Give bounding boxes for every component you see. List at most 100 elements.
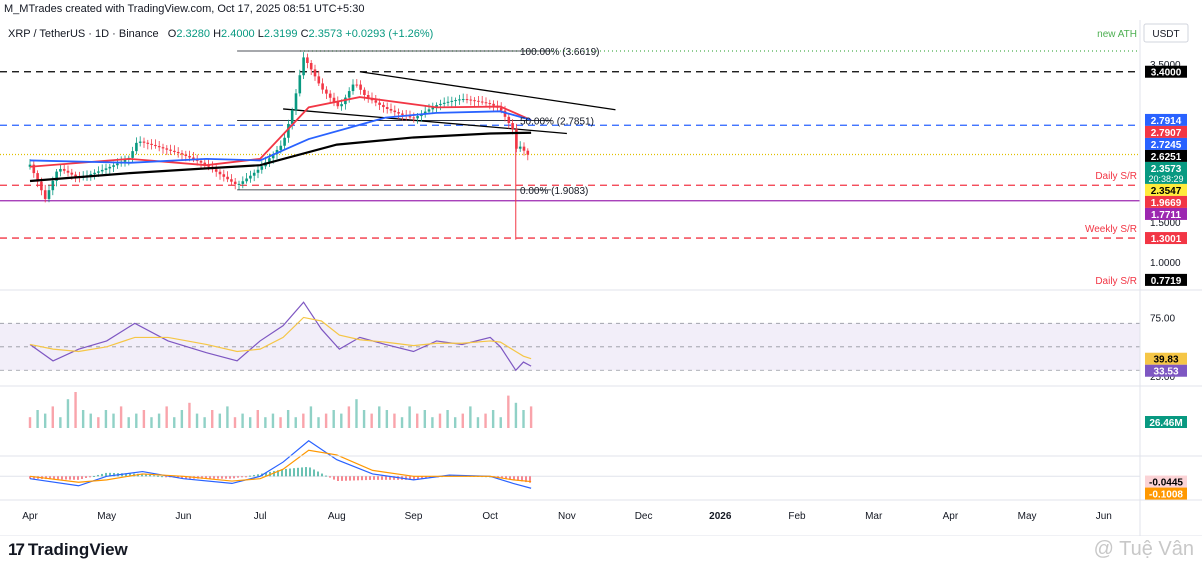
candle-body [28,164,32,167]
price-label-text: 2.6251 [1151,152,1182,163]
macd-histogram-bar [81,476,83,479]
trading-chart[interactable]: 100.00% (3.6619) 50.00% (2.7851) 0.00% (1.… [0,0,1202,536]
volume-bar [446,410,449,428]
candle-body [252,172,256,176]
candle-body [203,162,207,165]
candle-body [271,154,275,159]
volume-bar [362,410,366,428]
macd-histogram-bar [145,474,147,477]
candle-body [138,141,142,143]
upper-trendline [359,71,616,111]
candle-body [435,105,438,108]
candle-body [59,168,62,172]
macd-histogram-bar [297,467,299,477]
candle-body [36,173,39,182]
volume-bar [271,413,275,428]
macd-histogram-bar [237,476,239,478]
candle-body [123,159,127,162]
symbol-name[interactable]: XRP / TetherUS · 1D · Binance [8,28,159,40]
macd-histogram-bar [141,473,143,477]
candle-body [511,123,514,130]
candle-body [214,169,218,172]
time-tick-label: May [1018,511,1037,522]
candle-body [450,100,454,102]
rsi-tick-label: 25.00 [1150,372,1175,383]
macd-histogram-bar [65,476,67,480]
volume-bar [484,413,487,428]
candle-body [309,62,313,70]
macd-histogram-bar [73,476,75,480]
candle-body [131,151,134,158]
candle-body [522,146,526,151]
fib-0-label: 0.00% (1.9083) [520,186,588,197]
macd-histogram-bar [181,476,183,479]
macd-histogram-bar [341,476,343,481]
candle-body [507,116,511,124]
volume-bar [347,406,351,428]
candle-body [97,171,100,173]
rsi-label-badge [1145,364,1187,377]
macd-histogram-bar [357,476,359,481]
volume-bar [28,417,32,428]
candle-body [192,157,195,160]
fib-100-label: 100.00% (3.6619) [520,47,600,58]
macd-histogram-bar [85,476,87,478]
volume-bar [469,406,472,428]
volume-bar [431,417,434,428]
macd-histogram-bar [381,476,383,480]
volume-bar [195,413,199,428]
tradingview-logo[interactable]: 17 TradingView [8,540,128,560]
candle-body [503,110,507,117]
candle-body [366,95,370,98]
price-label-badge [1145,207,1187,220]
candle-body [461,99,465,101]
candle-body [431,107,435,110]
candle-body [355,84,359,86]
candle-body [290,110,294,124]
candle-body [336,101,340,107]
macd-histogram-bar [185,476,187,479]
macd-histogram-bar [289,468,291,477]
time-tick-label: 2026 [709,511,732,522]
price-label-text: 2.7914 [1151,116,1182,127]
candle-body [469,99,473,101]
macd-histogram-bar [249,475,251,477]
macd-histogram-bar [265,472,267,477]
macd-histogram-bar [425,476,427,479]
volume-bar [89,413,92,428]
volume-bar [150,417,153,428]
candle-body [454,100,457,102]
candle-body [306,57,309,63]
ema-line-ema200 [29,131,532,183]
macd-histogram-bar [277,470,279,477]
volume-bar [119,406,123,428]
macd-histogram-bar [241,476,243,478]
macd-histogram-bar [225,476,227,479]
macd-histogram-bar [501,476,503,479]
candle-body [397,112,400,114]
time-tick-label: Nov [558,511,576,522]
price-pane[interactable]: 100.00% (3.6619) 50.00% (2.7851) 0.00% (1.… [0,29,1140,287]
candle-body [218,171,222,175]
volume-bar [135,413,138,428]
candle-body [393,110,397,113]
macd-histogram-bar [257,474,259,477]
macd-histogram-bar [373,476,375,480]
volume-bar [81,410,85,428]
volume-bar [142,410,146,428]
macd-histogram-bar [221,476,223,479]
volume-bar [157,413,161,428]
candle-body [351,84,355,92]
macd-histogram-bar [309,467,311,477]
volume-bar [385,410,389,428]
macd-pane[interactable] [0,439,1140,489]
volume-pane[interactable] [28,392,533,428]
macd-histogram-bar [413,476,415,480]
rsi-pane[interactable] [0,301,1140,372]
macd-histogram-bar [49,476,51,480]
candle-body [135,142,138,152]
volume-label-text: 26.46M [1149,418,1182,429]
axes: USDT3.50002.50001.50001.00003.40002.7914… [0,20,1202,536]
volume-bar [340,413,343,428]
candle-body [359,84,362,90]
